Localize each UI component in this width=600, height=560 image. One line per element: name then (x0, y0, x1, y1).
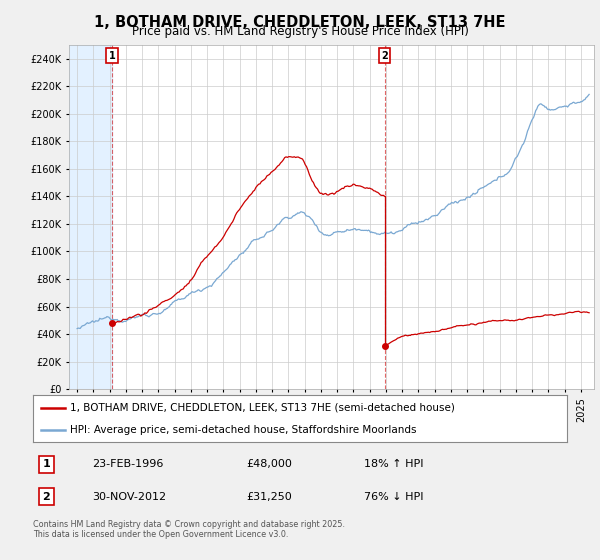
Text: 30-NOV-2012: 30-NOV-2012 (92, 492, 166, 502)
Text: Contains HM Land Registry data © Crown copyright and database right 2025.
This d: Contains HM Land Registry data © Crown c… (33, 520, 345, 539)
Bar (69, 45, 112, 389)
Text: 18% ↑ HPI: 18% ↑ HPI (364, 459, 424, 469)
Text: 2: 2 (43, 492, 50, 502)
Text: 1, BOTHAM DRIVE, CHEDDLETON, LEEK, ST13 7HE (semi-detached house): 1, BOTHAM DRIVE, CHEDDLETON, LEEK, ST13 … (70, 403, 455, 413)
Text: 1: 1 (43, 459, 50, 469)
Text: 23-FEB-1996: 23-FEB-1996 (92, 459, 163, 469)
Text: Price paid vs. HM Land Registry's House Price Index (HPI): Price paid vs. HM Land Registry's House … (131, 25, 469, 38)
Text: HPI: Average price, semi-detached house, Staffordshire Moorlands: HPI: Average price, semi-detached house,… (70, 424, 417, 435)
Text: £48,000: £48,000 (247, 459, 292, 469)
Text: 2: 2 (381, 51, 388, 61)
Text: 76% ↓ HPI: 76% ↓ HPI (364, 492, 424, 502)
Text: £31,250: £31,250 (247, 492, 292, 502)
Text: 1, BOTHAM DRIVE, CHEDDLETON, LEEK, ST13 7HE: 1, BOTHAM DRIVE, CHEDDLETON, LEEK, ST13 … (94, 15, 506, 30)
Text: 1: 1 (109, 51, 115, 61)
